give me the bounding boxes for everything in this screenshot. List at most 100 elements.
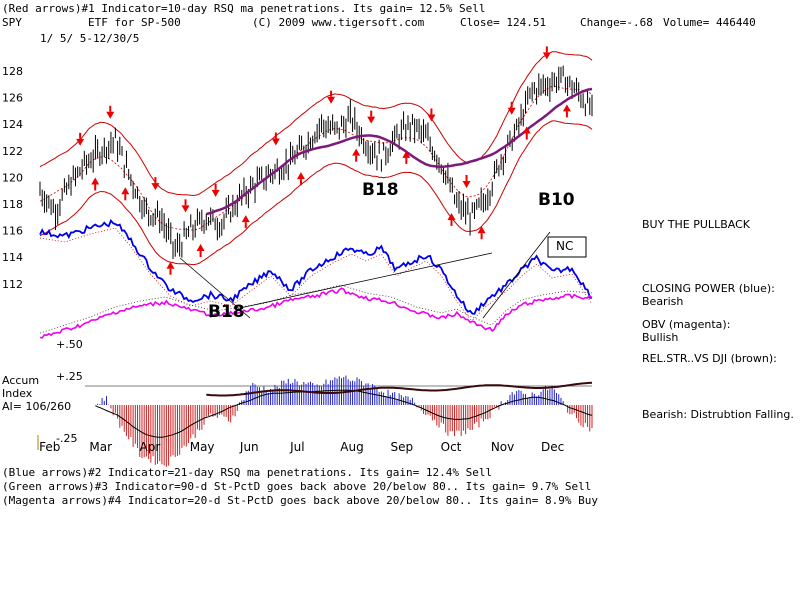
signal-arrow-shaft: [169, 268, 172, 275]
signal-arrows: [76, 46, 571, 275]
y-tick-label: 112: [2, 278, 23, 291]
x-tick-label: Sep: [390, 440, 413, 454]
footer-blue: (Blue arrows)#2 Indicator=21-day RSQ ma …: [2, 466, 493, 479]
moving-average-line: [206, 87, 593, 216]
signal-arrow-shaft: [79, 132, 82, 139]
signal-arrow: [181, 205, 190, 213]
signal-arrow-shaft: [330, 90, 333, 97]
trendline-3: [482, 231, 551, 319]
y-tick-label: 116: [2, 225, 23, 238]
signal-arrow: [477, 226, 486, 234]
signal-arrow-shaft: [199, 250, 202, 257]
signal-arrow: [522, 126, 531, 134]
signal-arrow: [121, 187, 130, 195]
signal-arrow-shaft: [465, 174, 468, 181]
signal-arrow: [151, 183, 160, 191]
trendline-1: [179, 257, 251, 319]
accum-label-3: AI= 106/260: [2, 400, 72, 413]
x-axis-month-labels: Feb Mar Apr May Jun Jul Aug Sep Oct Nov Dec: [39, 440, 564, 454]
closing-power-ma: [39, 227, 593, 321]
signal-arrow: [427, 114, 436, 122]
signal-arrow: [196, 243, 205, 251]
signal-arrow: [296, 172, 305, 180]
signal-arrow: [447, 212, 456, 220]
mid-band-line: [39, 85, 593, 231]
closing-power-line: [39, 218, 593, 315]
signal-arrow: [542, 52, 551, 60]
signal-arrow-shaft: [94, 184, 97, 191]
accum-note: Bearish: Distrubtion Falling.: [642, 408, 794, 421]
obv-title: OBV (magenta):: [642, 318, 731, 331]
x-tick-label: Dec: [541, 440, 564, 454]
signal-arrow-shaft: [355, 155, 358, 162]
signal-arrow: [352, 148, 361, 156]
accum-label-1: Accum: [2, 374, 40, 387]
upper-band-line: [39, 51, 593, 197]
symbol-label: SPY: [2, 16, 22, 29]
signal-arrow: [106, 111, 115, 119]
accum-index-bars: [94, 375, 593, 467]
annotation-b18-top: B18: [362, 180, 399, 200]
signal-arrow-shaft: [430, 108, 433, 115]
annotation-b18-bottom: B18: [208, 302, 245, 322]
signal-arrow: [91, 177, 100, 185]
buy-pullback-label: BUY THE PULLBACK: [642, 218, 750, 231]
footer-green: (Green arrows)#3 Indicator=90-d St-PctD …: [2, 480, 592, 493]
header-line1: (Red arrows)#1 Indicator=10-day RSQ ma p…: [2, 2, 486, 15]
y-tick-label: 114: [2, 251, 23, 264]
x-tick-label: Jul: [289, 440, 304, 454]
signal-arrow: [166, 261, 175, 269]
signal-arrow-shaft: [510, 101, 513, 108]
x-tick-label: Nov: [491, 440, 514, 454]
signal-arrow: [241, 215, 250, 223]
obv-ma: [39, 284, 593, 334]
y-tick-label: 128: [2, 65, 23, 78]
signal-arrow-shaft: [124, 194, 127, 201]
signal-arrow: [76, 138, 85, 146]
obv-value: Bullish: [642, 331, 679, 344]
accum-index-ma: [95, 389, 593, 438]
y-tick-label: 120: [2, 171, 23, 184]
y-tick-label: 126: [2, 92, 23, 105]
y-axis-ticks: 128 126 124 122 120 118 116 114 112: [2, 65, 23, 291]
date-range-label: 1/ 5/ 5-12/30/5: [40, 32, 140, 45]
signal-arrow-shaft: [370, 110, 373, 117]
x-tick-label: Aug: [340, 440, 363, 454]
etf-label: ETF for SP-500: [88, 16, 181, 29]
signal-arrow-shaft: [450, 219, 453, 226]
signal-arrow: [271, 138, 280, 146]
volume-label: Volume= 446440: [663, 16, 756, 29]
signal-arrow: [562, 104, 571, 112]
accum-label-2: Index: [2, 387, 33, 400]
signal-arrow-shaft: [565, 111, 568, 118]
signal-arrow-shaft: [244, 222, 247, 229]
y-tick-label: 122: [2, 145, 23, 158]
y-tick-label: 118: [2, 198, 23, 211]
accum-plus-label: +.25: [56, 370, 83, 383]
signal-arrow: [367, 116, 376, 124]
accum-minus-label: -.25: [56, 432, 78, 445]
signal-arrow-shaft: [480, 233, 483, 240]
x-tick-label: Feb: [39, 440, 60, 454]
signal-arrow: [402, 150, 411, 158]
signal-arrow: [211, 189, 220, 197]
x-tick-label: Oct: [441, 440, 462, 454]
signal-arrow-shaft: [154, 177, 157, 184]
signal-arrow-shaft: [184, 199, 187, 206]
y-tick-label: 124: [2, 118, 23, 131]
lower-band-line: [39, 120, 593, 266]
x-tick-label: Apr: [140, 440, 161, 454]
footer-magenta: (Magenta arrows)#4 Indicator=20-d St-Pct…: [2, 494, 599, 507]
signal-arrow-shaft: [109, 105, 112, 112]
closing-power-value: Bearish: [642, 295, 684, 308]
trendline-2: [239, 252, 493, 309]
signal-arrow-shaft: [405, 157, 408, 164]
change-label: Change=-.68: [580, 16, 653, 29]
signal-arrow-shaft: [299, 179, 302, 186]
x-tick-label: Jun: [239, 440, 259, 454]
closing-power-title: CLOSING POWER (blue):: [642, 282, 775, 295]
signal-arrow-shaft: [545, 46, 548, 53]
signal-arrow-shaft: [525, 133, 528, 140]
obv-plus-label: +.50: [56, 338, 83, 351]
